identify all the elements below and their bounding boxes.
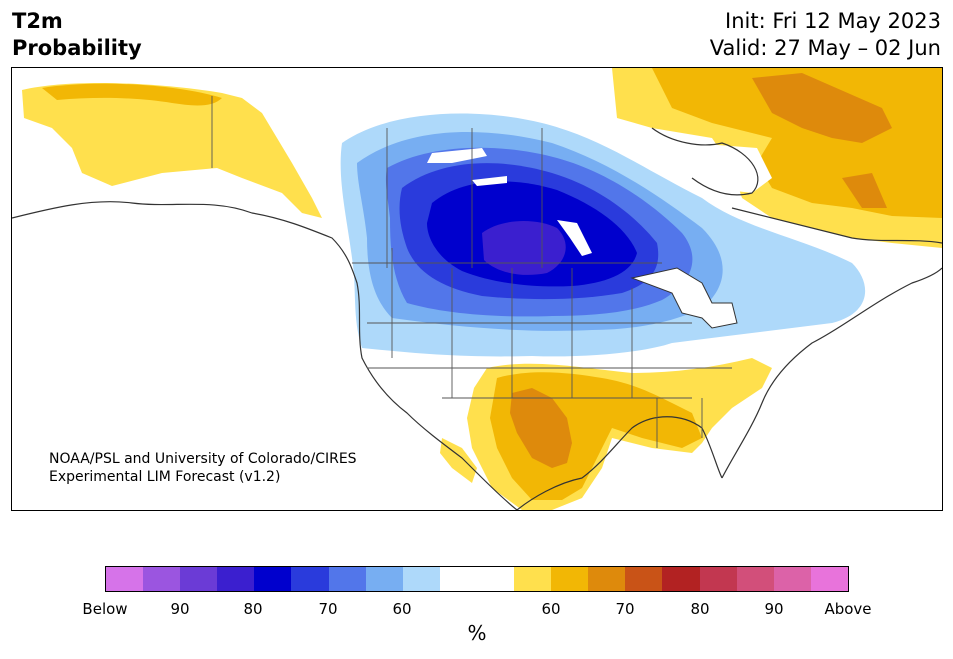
- colorbar-segment: [291, 567, 329, 591]
- title-line-1: T2m: [12, 9, 63, 33]
- colorbar-tick-label: 60: [392, 600, 412, 618]
- mexico-yellow: [440, 438, 477, 483]
- colorbar-segment: [106, 567, 144, 591]
- credit-text: NOAA/PSL and University of Colorado/CIRE…: [49, 450, 357, 486]
- title-line-2: Probability: [12, 36, 142, 60]
- colorbar-tick-label: 90: [764, 600, 784, 618]
- colorbar-segment: [439, 567, 477, 591]
- colorbar-tick-label: 60: [541, 600, 561, 618]
- canada-ne-darkorange-2: [842, 173, 887, 208]
- valid-date: Valid: 27 May – 02 Jun: [709, 36, 941, 60]
- white-patch: [557, 220, 592, 256]
- colorbar-tick-label: Above: [824, 600, 872, 618]
- colorbar-segment: [217, 567, 255, 591]
- alaska-above-normal-region: [22, 82, 322, 218]
- colorbar-segment: [328, 567, 366, 591]
- colorbar-segment: [365, 567, 403, 591]
- political-borders: [211, 96, 732, 448]
- colorbar-segment: [143, 567, 181, 591]
- colorbar-segment: [588, 567, 626, 591]
- map-panel: [11, 67, 943, 511]
- colorbar-segment: [810, 567, 848, 591]
- colorbar-segment: [514, 567, 552, 591]
- colorbar-tick-label: 70: [318, 600, 338, 618]
- colorbar-segment: [662, 567, 700, 591]
- colorbar-tick-label: 80: [690, 600, 710, 618]
- colorbar-tick-label: 70: [615, 600, 635, 618]
- colorbar-segment: [736, 567, 774, 591]
- colorbar-tick-label: 80: [243, 600, 263, 618]
- forecast-dates: Init: Fri 12 May 2023 Valid: 27 May – 02…: [710, 8, 941, 62]
- colorbar-segment: [254, 567, 292, 591]
- alaska-orange-region: [42, 83, 222, 106]
- white-patch: [472, 176, 507, 186]
- us-south-darkorange: [510, 388, 572, 468]
- colorbar-segment: [551, 567, 589, 591]
- colorbar-tick-label: 90: [170, 600, 190, 618]
- coastlines: [12, 127, 942, 510]
- colorbar-tick-label: Below: [82, 600, 128, 618]
- probability-map: [12, 68, 942, 510]
- init-date: Init: Fri 12 May 2023: [725, 9, 941, 33]
- map-title: T2m Probability: [12, 8, 142, 62]
- blue-85-region: [482, 221, 566, 275]
- colorbar-segment: [180, 567, 218, 591]
- canada-ne-darkorange: [752, 73, 892, 143]
- colorbar-segment: [402, 567, 440, 591]
- great-lakes: [630, 267, 738, 329]
- credit-line-1: NOAA/PSL and University of Colorado/CIRE…: [49, 451, 357, 467]
- colorbar: [105, 566, 849, 592]
- colorbar-segment: [699, 567, 737, 591]
- colorbar-units: %: [467, 621, 487, 645]
- colorbar-segment: [773, 567, 811, 591]
- colorbar-segment: [625, 567, 663, 591]
- credit-line-2: Experimental LIM Forecast (v1.2): [49, 469, 281, 485]
- hudson-bay-normal: [692, 143, 772, 193]
- colorbar-segment: [476, 567, 515, 591]
